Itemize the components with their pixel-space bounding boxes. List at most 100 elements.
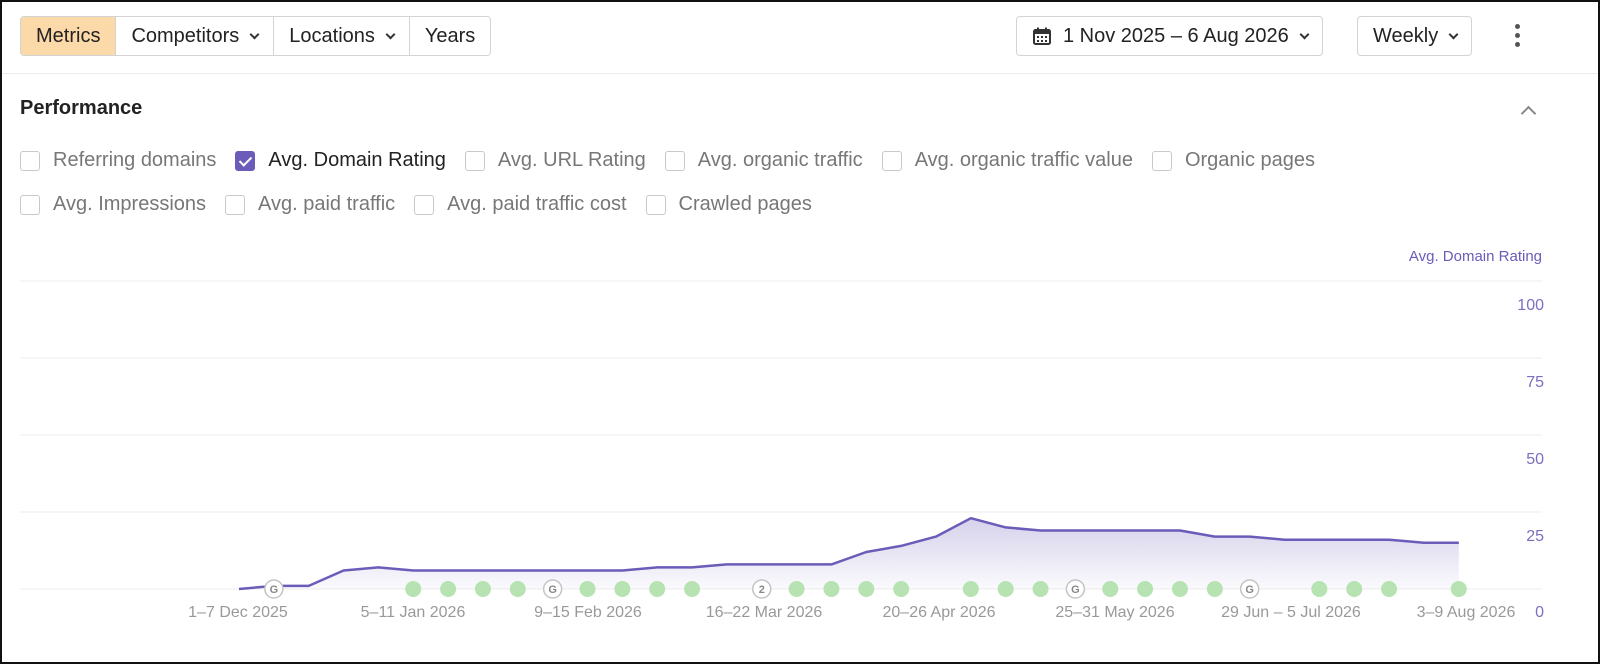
x-tick-label: 25–31 May 2026	[1055, 604, 1174, 621]
tab-metrics[interactable]: Metrics	[21, 17, 117, 55]
y-tick-label: 25	[1526, 528, 1544, 545]
tab-years-label: Years	[424, 24, 476, 47]
metric-label: Avg. organic traffic value	[914, 149, 1133, 171]
metric-label: Avg. paid traffic	[258, 193, 396, 215]
checkbox-icon[interactable]	[645, 194, 666, 215]
x-tick-label: 9–15 Feb 2026	[534, 604, 642, 621]
x-tick-label: 5–11 Jan 2026	[361, 604, 466, 621]
series-line	[238, 516, 1459, 591]
series-area	[239, 518, 1459, 589]
metric-checkbox-avg-organic-traffic-value[interactable]: Avg. organic traffic value	[881, 149, 1133, 172]
google-update-icon	[264, 579, 284, 599]
event-marker-dot	[614, 581, 631, 597]
event-marker-dot	[1102, 581, 1119, 597]
x-tick-label: 3–9 Aug 2026	[1417, 604, 1516, 621]
metric-checkbox-avg-domain-rating[interactable]: Avg. Domain Rating	[235, 149, 446, 172]
metric-label: Avg. Domain Rating	[268, 149, 446, 171]
date-range-picker[interactable]: 1 Nov 2025 – 6 Aug 2026	[1016, 16, 1323, 56]
checkbox-icon[interactable]	[464, 150, 485, 171]
metric-checkbox-avg-paid-traffic-cost[interactable]: Avg. paid traffic cost	[414, 193, 627, 216]
tab-metrics-label: Metrics	[36, 24, 101, 47]
metric-label: Avg. Impressions	[53, 193, 207, 215]
tab-competitors[interactable]: Competitors	[116, 17, 275, 55]
tab-locations-label: Locations	[289, 24, 375, 47]
metric-checkbox-referring-domains[interactable]: Referring domains	[20, 149, 216, 172]
date-range-label: 1 Nov 2025 – 6 Aug 2026	[1063, 24, 1289, 47]
event-marker-dot	[1311, 581, 1328, 597]
checkbox-icon[interactable]	[881, 150, 902, 171]
metric-checkbox-avg-impressions[interactable]: Avg. Impressions	[20, 193, 206, 216]
checkbox-icon[interactable]	[225, 194, 246, 215]
checkbox-checked-icon[interactable]	[235, 150, 256, 171]
view-segmented-control: Metrics Competitors Locations Years	[20, 16, 492, 56]
event-marker-dot	[1381, 581, 1398, 597]
tab-years[interactable]: Years	[409, 17, 491, 55]
metric-checkbox-organic-pages[interactable]: Organic pages	[1151, 149, 1316, 172]
metric-checkbox-crawled-pages[interactable]: Crawled pages	[645, 193, 812, 216]
event-marker-dot	[649, 581, 666, 597]
metric-label: Avg. organic traffic	[697, 149, 863, 171]
event-marker-dot	[579, 581, 596, 597]
event-marker-label: G	[270, 584, 279, 596]
interval-label: Weekly	[1373, 24, 1439, 47]
checkbox-icon[interactable]	[1151, 150, 1172, 171]
event-marker-dot	[684, 581, 701, 597]
metric-label: Crawled pages	[678, 193, 812, 215]
event-marker-dot	[440, 581, 457, 597]
event-marker-label: 2	[759, 584, 765, 596]
calendar-icon	[1033, 27, 1051, 45]
more-vertical-icon[interactable]	[1508, 22, 1528, 50]
event-marker-dot	[788, 581, 805, 597]
metric-checkbox-avg-url-rating[interactable]: Avg. URL Rating	[464, 149, 646, 172]
event-marker-dot	[1206, 581, 1223, 597]
checkbox-icon[interactable]	[414, 194, 435, 215]
x-tick-label: 29 Jun – 5 Jul 2026	[1221, 604, 1361, 621]
event-marker-dot	[962, 581, 979, 597]
metric-label: Organic pages	[1184, 149, 1316, 171]
event-marker-dot	[823, 581, 840, 597]
event-marker-dot	[509, 581, 526, 597]
event-marker-dot	[1346, 581, 1363, 597]
y-tick-label: 50	[1526, 451, 1544, 468]
metric-checkbox-row-2: Avg. Impressions Avg. paid traffic Avg. pa…	[20, 193, 831, 216]
metric-label: Avg. URL Rating	[497, 149, 646, 171]
google-update-icon	[1239, 579, 1260, 599]
event-marker-label: G	[1245, 584, 1254, 596]
event-marker-dot	[858, 581, 875, 597]
event-marker-label: G	[1071, 584, 1080, 596]
metric-label: Avg. paid traffic cost	[447, 193, 627, 215]
tab-locations[interactable]: Locations	[274, 17, 410, 55]
event-marker-dot	[997, 581, 1014, 597]
checkbox-icon[interactable]	[20, 194, 40, 215]
y-tick-label: 75	[1526, 374, 1544, 391]
event-count-badge	[752, 579, 772, 599]
event-marker-dot	[893, 581, 910, 597]
tab-competitors-label: Competitors	[131, 24, 240, 47]
metric-checkbox-row-1: Referring domains Avg. Domain Rating Avg. …	[20, 149, 1334, 172]
metric-label: Referring domains	[53, 149, 217, 171]
event-marker-dot	[474, 581, 491, 597]
y-axis-title: Avg. Domain Rating	[1408, 248, 1542, 265]
y-tick-label: 0	[1535, 604, 1544, 621]
event-marker-dot	[1171, 581, 1188, 597]
interval-select[interactable]: Weekly	[1357, 16, 1473, 56]
y-tick-label: 100	[1517, 297, 1544, 314]
toolbar: Metrics Competitors Locations Years 1 No…	[2, 2, 1598, 74]
checkbox-icon[interactable]	[20, 150, 40, 171]
event-marker-dot	[1450, 581, 1467, 597]
metric-checkbox-avg-paid-traffic[interactable]: Avg. paid traffic	[225, 193, 395, 216]
event-marker-dot	[405, 581, 422, 597]
event-marker-label: G	[548, 584, 557, 596]
event-marker-dot	[1032, 581, 1049, 597]
checkbox-icon[interactable]	[664, 150, 685, 171]
x-tick-label: 16–22 Mar 2026	[706, 604, 823, 621]
x-tick-label: 20–26 Apr 2026	[883, 604, 996, 621]
event-marker-dot	[1137, 581, 1154, 597]
x-tick-label: 1–7 Dec 2025	[188, 604, 288, 621]
metric-checkbox-avg-organic-traffic[interactable]: Avg. organic traffic	[664, 149, 863, 172]
section-title: Performance	[20, 97, 143, 119]
google-update-icon	[1065, 579, 1086, 599]
google-update-icon	[542, 579, 563, 599]
